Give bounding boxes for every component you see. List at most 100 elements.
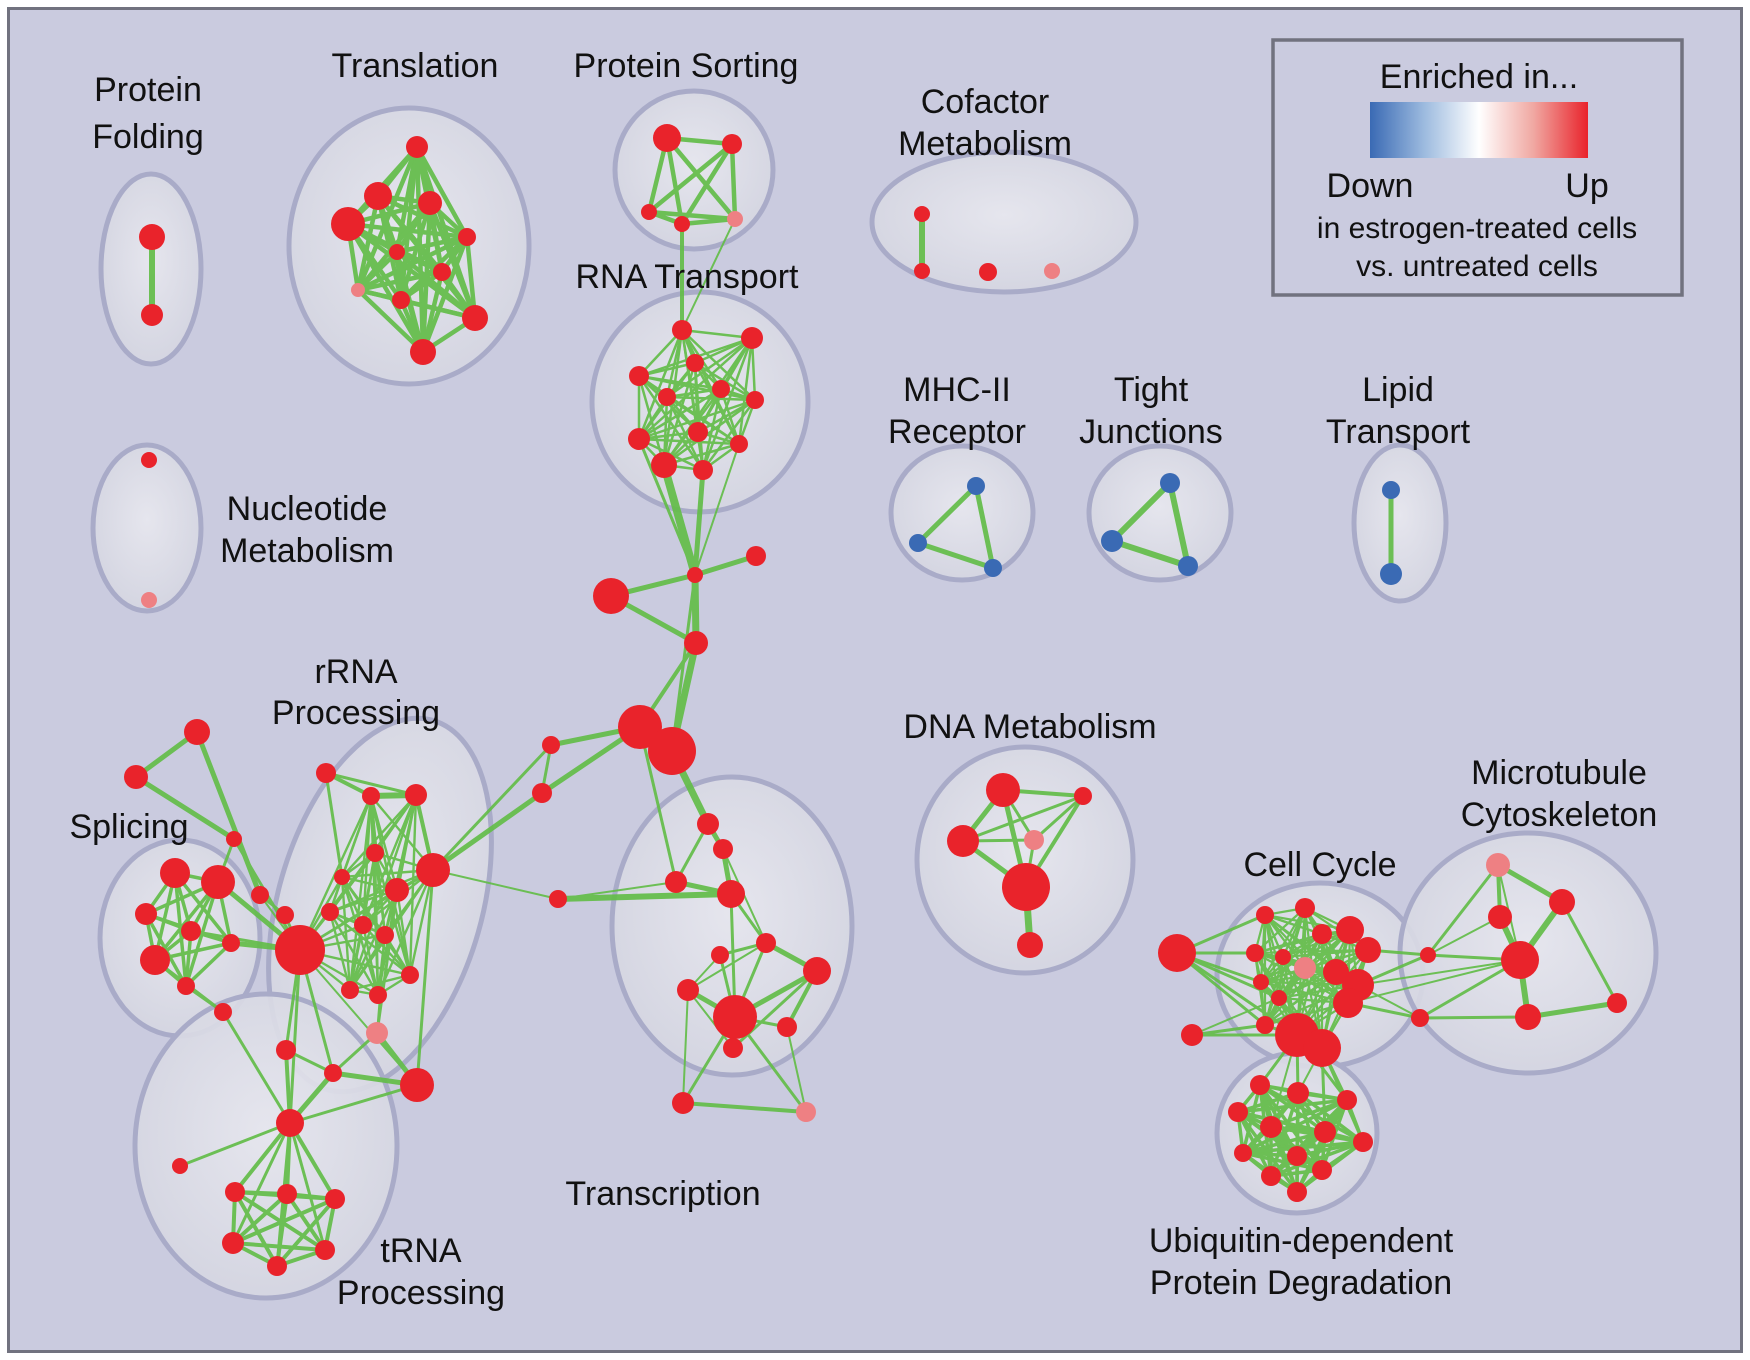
- gene-set-node-SP4[interactable]: [181, 921, 201, 941]
- gene-set-node-CC4[interactable]: [1336, 916, 1364, 944]
- gene-set-node-T7[interactable]: [433, 263, 451, 281]
- gene-set-node-TN7[interactable]: [803, 957, 831, 985]
- gene-set-node-CC3[interactable]: [1312, 924, 1332, 944]
- gene-set-node-RR6[interactable]: [366, 844, 384, 862]
- gene-set-node-TN3[interactable]: [665, 871, 687, 893]
- gene-set-node-DM5[interactable]: [1002, 863, 1050, 911]
- gene-set-node-RR11[interactable]: [354, 916, 372, 934]
- gene-set-node-SPt2[interactable]: [124, 765, 148, 789]
- gene-set-node-PS1[interactable]: [653, 124, 681, 152]
- gene-set-node-SP5[interactable]: [222, 934, 240, 952]
- gene-set-node-CC8[interactable]: [1294, 957, 1316, 979]
- gene-set-node-SP2[interactable]: [201, 865, 235, 899]
- gene-set-node-TN4[interactable]: [717, 880, 745, 908]
- gene-set-node-NM1[interactable]: [141, 452, 157, 468]
- gene-set-node-RRH[interactable]: [275, 925, 325, 975]
- gene-set-node-CCB2[interactable]: [1303, 1029, 1341, 1067]
- gene-set-node-RR19[interactable]: [401, 966, 419, 984]
- gene-set-node-TN11[interactable]: [672, 1092, 694, 1114]
- gene-set-node-NM2[interactable]: [141, 592, 157, 608]
- gene-set-node-CC7[interactable]: [1275, 949, 1291, 965]
- gene-set-node-RT6[interactable]: [712, 380, 730, 398]
- gene-set-node-PF2[interactable]: [141, 304, 163, 326]
- gene-set-node-CC14[interactable]: [1256, 1016, 1274, 1034]
- gene-set-node-RT2[interactable]: [741, 327, 763, 349]
- gene-set-node-TJ3[interactable]: [1178, 556, 1198, 576]
- gene-set-node-RT7[interactable]: [746, 391, 764, 409]
- gene-set-node-DM3[interactable]: [947, 825, 979, 857]
- gene-set-node-RR9[interactable]: [416, 853, 450, 887]
- gene-set-node-TR5[interactable]: [267, 1256, 287, 1276]
- gene-set-node-RR17[interactable]: [341, 981, 359, 999]
- gene-set-node-TR6[interactable]: [315, 1240, 335, 1260]
- gene-set-node-MT2[interactable]: [1549, 889, 1575, 915]
- gene-set-node-RR7[interactable]: [334, 869, 350, 885]
- gene-set-node-TN10[interactable]: [723, 1038, 743, 1058]
- gene-set-node-U5[interactable]: [1260, 1116, 1282, 1138]
- gene-set-node-RT3[interactable]: [686, 354, 704, 372]
- gene-set-node-U9[interactable]: [1287, 1146, 1307, 1166]
- gene-set-node-DM2[interactable]: [1074, 787, 1092, 805]
- gene-set-node-MT5[interactable]: [1515, 1004, 1541, 1030]
- gene-set-node-BIG2[interactable]: [648, 727, 696, 775]
- gene-set-node-SP6[interactable]: [140, 945, 170, 975]
- gene-set-node-MTc1[interactable]: [1420, 947, 1436, 963]
- gene-set-node-DM4[interactable]: [1024, 830, 1044, 850]
- gene-set-node-U2[interactable]: [1287, 1082, 1309, 1104]
- gene-set-node-TN9[interactable]: [777, 1017, 797, 1037]
- gene-set-node-U8[interactable]: [1234, 1144, 1252, 1162]
- gene-set-node-MT4[interactable]: [1501, 941, 1539, 979]
- gene-set-node-SPt1[interactable]: [184, 719, 210, 745]
- gene-set-node-DM1[interactable]: [986, 773, 1020, 807]
- gene-set-node-U11[interactable]: [1312, 1160, 1332, 1180]
- gene-set-node-TN12[interactable]: [796, 1102, 816, 1122]
- gene-set-node-RR3[interactable]: [316, 763, 336, 783]
- gene-set-node-RT9[interactable]: [628, 428, 650, 450]
- gene-set-node-RT4[interactable]: [629, 366, 649, 386]
- gene-set-node-RR18[interactable]: [369, 986, 387, 1004]
- gene-set-node-CC2[interactable]: [1295, 898, 1315, 918]
- gene-set-node-MH2[interactable]: [909, 534, 927, 552]
- gene-set-node-T4[interactable]: [418, 191, 442, 215]
- gene-set-node-TR4[interactable]: [222, 1232, 244, 1254]
- gene-set-node-CC9[interactable]: [1323, 959, 1349, 985]
- gene-set-node-BIG1[interactable]: [618, 705, 662, 749]
- gene-set-node-TNH[interactable]: [713, 995, 757, 1039]
- gene-set-node-MT3[interactable]: [1488, 905, 1512, 929]
- gene-set-node-C6[interactable]: [532, 783, 552, 803]
- gene-set-node-U7[interactable]: [1353, 1132, 1373, 1152]
- gene-set-node-TRI[interactable]: [172, 1158, 188, 1174]
- gene-set-node-CM2[interactable]: [914, 263, 930, 279]
- gene-set-node-U6[interactable]: [1314, 1121, 1336, 1143]
- gene-set-node-T11[interactable]: [410, 339, 436, 365]
- gene-set-node-CCL1[interactable]: [1158, 934, 1196, 972]
- gene-set-node-TN6[interactable]: [756, 933, 776, 953]
- gene-set-node-T2[interactable]: [364, 182, 392, 210]
- gene-set-node-CC1[interactable]: [1256, 906, 1274, 924]
- gene-set-node-RT8[interactable]: [688, 422, 708, 442]
- gene-set-node-RR13[interactable]: [324, 1064, 342, 1082]
- gene-set-node-T5[interactable]: [458, 228, 476, 246]
- gene-set-node-LT2[interactable]: [1380, 563, 1402, 585]
- gene-set-node-RT11[interactable]: [651, 452, 677, 478]
- gene-set-node-RR12[interactable]: [376, 926, 394, 944]
- gene-set-node-TN5[interactable]: [711, 946, 729, 964]
- gene-set-node-TJ1[interactable]: [1160, 473, 1180, 493]
- gene-set-node-MH3[interactable]: [984, 559, 1002, 577]
- gene-set-node-CC6[interactable]: [1246, 944, 1264, 962]
- gene-set-node-TRH[interactable]: [276, 1109, 304, 1137]
- gene-set-node-T8[interactable]: [351, 283, 365, 297]
- gene-set-node-LT1[interactable]: [1382, 481, 1400, 499]
- gene-set-node-PS5[interactable]: [727, 211, 743, 227]
- gene-set-node-TR2[interactable]: [277, 1184, 297, 1204]
- gene-set-node-C1[interactable]: [687, 567, 703, 583]
- gene-set-node-RR14[interactable]: [276, 1040, 296, 1060]
- gene-set-node-CM1[interactable]: [914, 206, 930, 222]
- gene-set-node-TR3[interactable]: [325, 1189, 345, 1209]
- gene-set-node-SP7[interactable]: [177, 977, 195, 995]
- gene-set-node-RR15[interactable]: [366, 1022, 388, 1044]
- gene-set-node-CCL2[interactable]: [1181, 1024, 1203, 1046]
- gene-set-node-C3[interactable]: [593, 578, 629, 614]
- gene-set-node-TN1[interactable]: [697, 813, 719, 835]
- gene-set-node-RT1[interactable]: [672, 320, 692, 340]
